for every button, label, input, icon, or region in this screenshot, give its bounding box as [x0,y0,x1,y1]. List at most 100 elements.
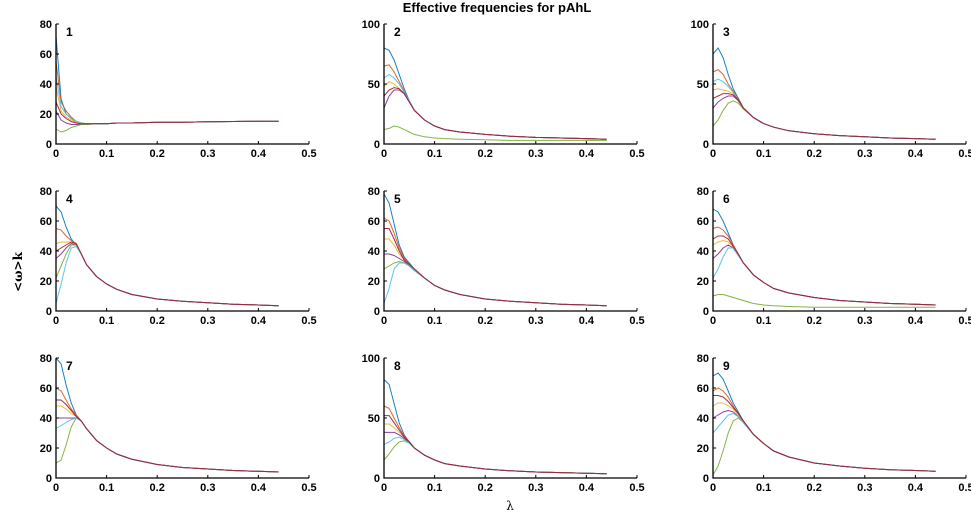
series-line-2-4 [383,89,607,140]
subplot-6: 0 0.1 0.2 0.3 0.4 0.5 0 20 40 60 80 6 [697,186,971,327]
y-tick-label: 60 [40,383,52,395]
subplot-7: 0 0.1 0.2 0.3 0.4 0.5 0 20 40 60 80 7 [40,353,317,494]
series-line-6-4 [712,244,936,306]
x-tick-label: 0 [53,148,59,160]
subplot-number-label: 4 [66,192,73,206]
axis-lines-8 [383,358,637,479]
x-tick-label: 0.4 [908,315,924,327]
x-tick-label: 0.4 [579,315,595,327]
y-tick-label: 60 [40,49,52,61]
series-line-5-7 [384,228,607,307]
x-tick-label: 0.4 [908,482,924,494]
series-line-4-2 [55,228,279,307]
y-tick-label: 60 [40,216,52,228]
x-tick-label: 0.4 [579,148,595,160]
x-tick-label: 0.3 [528,482,543,494]
y-tick-label: 100 [362,19,380,31]
x-tick-label: 0.5 [629,148,644,160]
x-tick-label: 0.1 [99,148,114,160]
x-axis-label: λ [506,499,514,513]
x-tick-label: 0.4 [579,482,595,494]
series-line-7-3 [56,405,279,473]
series-line-4-5 [55,244,279,307]
y-tick-label: 20 [368,276,380,288]
y-tick-label: 40 [697,246,709,258]
y-tick-label: 40 [697,413,709,425]
series-line-1-3 [55,86,279,125]
axis-lines-7 [55,358,309,479]
subplot-number-label: 8 [394,359,401,373]
series-line-7-6 [55,417,279,473]
axis-lines-2 [383,24,637,145]
y-tick-label: 80 [40,186,52,198]
y-tick-label: 20 [40,276,52,288]
subplot-number-label: 9 [723,359,730,373]
subplot-number-label: 3 [723,25,730,39]
series-line-8-1 [383,379,607,475]
subplot-8: 0 0.1 0.2 0.3 0.4 0.5 0 50 100 8 [362,353,645,494]
x-tick-label: 0.4 [908,148,924,160]
subplot-9: 0 0.1 0.2 0.3 0.4 0.5 0 20 40 60 80 9 [697,353,971,494]
x-tick-label: 0.5 [301,148,316,160]
x-tick-label: 0.1 [427,315,442,327]
x-tick-label: 0 [710,482,716,494]
axis-lines-4 [55,191,309,312]
subplot-3: 0 0.1 0.2 0.3 0.4 0.5 0 50 100 3 [691,19,971,160]
series-line-5-5 [383,260,607,307]
series-line-6-6 [712,247,936,306]
x-tick-label: 0.5 [958,482,971,494]
series-line-8-6 [383,436,607,475]
y-tick-label: 60 [368,216,380,228]
series-line-4-3 [55,241,279,307]
x-tick-label: 0.2 [807,148,822,160]
x-tick-label: 0.3 [200,148,215,160]
series-line-8-2 [383,405,607,475]
series-line-3-4 [712,95,936,140]
x-tick-label: 0.3 [528,148,543,160]
y-tick-label: 0 [374,306,380,318]
series-line-6-3 [712,239,936,306]
axis-lines-1 [55,24,309,145]
x-tick-label: 0.5 [301,315,316,327]
x-tick-label: 0.1 [99,482,114,494]
x-tick-label: 0.3 [857,148,872,160]
subplot-number-label: 5 [394,192,401,206]
series-line-3-7 [712,93,936,140]
series-line-5-2 [383,217,607,307]
series-line-2-7 [383,87,607,140]
y-tick-label: 0 [46,139,52,151]
y-tick-label: 60 [697,383,709,395]
subplot-4: 0 0.1 0.2 0.3 0.4 0.5 0 20 40 60 80 4 [40,186,317,327]
series-line-4-4 [55,242,279,307]
y-tick-label: 80 [368,186,380,198]
series-line-1-1 [55,35,279,125]
x-tick-label: 0.1 [427,148,442,160]
x-tick-label: 0 [53,482,59,494]
series-line-1-6 [55,76,279,125]
series-line-8-4 [384,431,607,475]
series-line-7-5 [55,417,279,473]
x-tick-label: 0.5 [629,315,644,327]
y-tick-label: 100 [362,353,380,365]
y-tick-label: 60 [697,216,709,228]
x-tick-label: 0.4 [251,482,267,494]
series-line-2-2 [383,64,607,140]
x-tick-label: 0.3 [200,315,215,327]
y-tick-label: 0 [46,306,52,318]
y-tick-label: 40 [368,246,380,258]
series-line-7-1 [55,357,279,473]
x-tick-label: 0.3 [857,482,872,494]
x-tick-label: 0.3 [528,315,543,327]
subplot-2: 0 0.1 0.2 0.3 0.4 0.5 0 50 100 2 [362,19,645,160]
x-tick-label: 0 [710,148,716,160]
series-line-3-5 [712,100,936,140]
series-line-7-2 [55,387,279,473]
axis-lines-9 [712,358,966,479]
y-tick-label: 0 [374,473,380,485]
y-tick-label: 0 [703,139,709,151]
y-tick-label: 50 [697,79,709,91]
y-tick-label: 0 [374,139,380,151]
x-tick-label: 0.1 [756,315,771,327]
